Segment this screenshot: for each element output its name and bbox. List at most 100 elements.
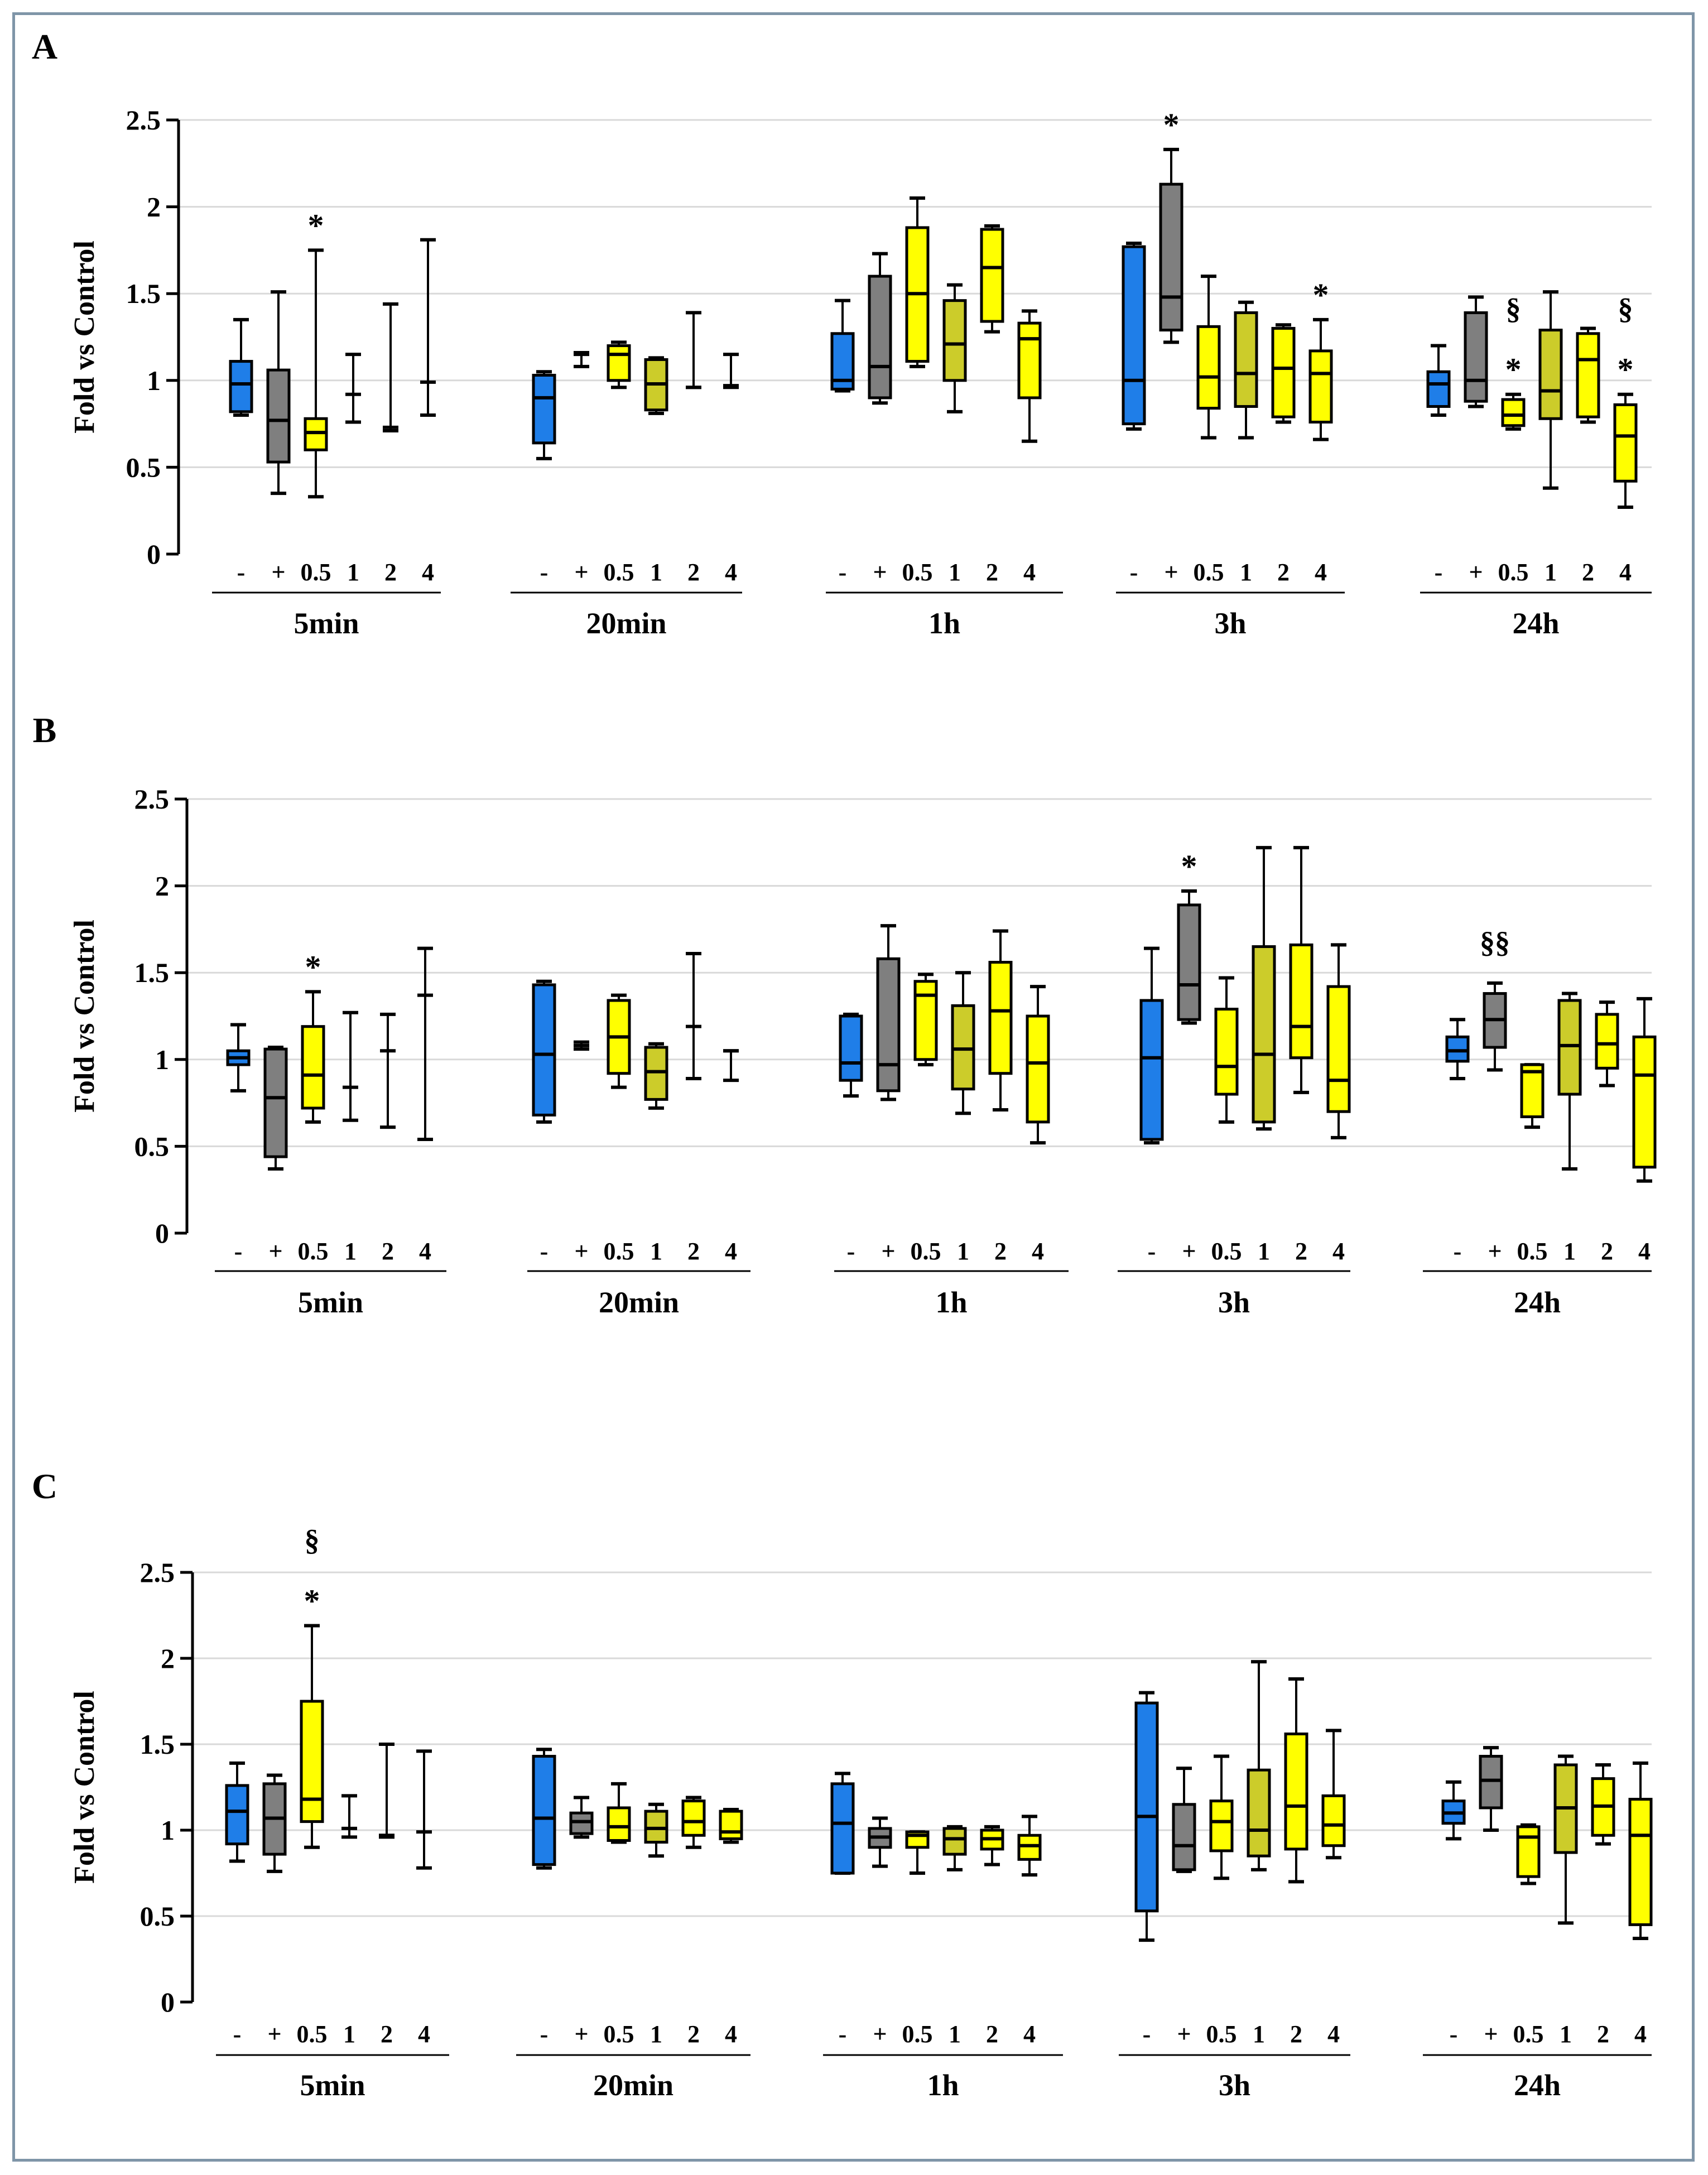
box-24h-- [1426,344,1451,417]
category-label: 4 [725,2020,737,2048]
significance-mark: * [1505,352,1522,388]
significance-mark: * [1163,107,1180,143]
box-1h-4 [1026,985,1050,1145]
box-20min-1 [644,1802,668,1858]
box-3h-0.5 [1209,1754,1234,1880]
category-label: 0.5 [1513,2020,1544,2048]
box-20min-4 [723,1049,739,1082]
category-label: + [873,559,887,586]
category-label: - [237,559,246,586]
box-iqr [1595,1013,1619,1070]
box-iqr [1139,999,1164,1141]
group-label: 5min [300,2068,365,2102]
category-label: - [233,2020,242,2048]
box-1h-+ [876,924,901,1101]
box-20min-- [532,1748,556,1870]
box-iqr [1632,1035,1657,1169]
category-label: 0.5 [604,2020,634,2048]
category-label: + [881,1238,895,1265]
significance-mark: § [305,1523,320,1557]
category-label: 1 [650,559,662,586]
category-label: 1 [1545,559,1557,586]
box-3h-0.5 [1214,976,1239,1124]
group-3h: - +0.5 1 2 4 3h [1119,1660,1350,2102]
category-label: 4 [1023,559,1036,586]
significance-mark: * [1181,848,1197,884]
box-3h-0.5 [1196,275,1221,440]
box-iqr [868,275,892,400]
group-label: 1h [927,2068,959,2102]
box-5min-+ [263,1046,288,1171]
category-label: - [839,559,847,586]
box-1h-0.5 [905,196,930,368]
y-tick-label: 2.5 [126,104,161,136]
box-iqr [1479,1755,1503,1810]
category-label: 0.5 [604,559,634,586]
y-tick-label: 0 [147,538,161,570]
category-label: + [873,2020,887,2048]
category-label: - [540,2020,549,2048]
box-iqr [681,1799,706,1837]
box-5min-+ [266,290,291,495]
panel-label: A [32,27,57,66]
box-iqr [1234,311,1258,408]
group-label: 3h [1214,607,1246,640]
group-1h: - +0.5 1 2 4 1h [826,196,1063,640]
box-iqr [1426,370,1451,408]
category-label: 2 [687,1238,700,1265]
box-iqr [876,957,901,1093]
box-20min-2 [686,311,701,389]
category-label: 2 [384,559,397,586]
panel-label: B [33,710,57,750]
box-20min-- [532,370,556,460]
category-label: 2 [687,559,700,586]
box-20min-4 [723,353,739,389]
box-20min-+ [574,351,589,368]
box-iqr [719,1810,743,1840]
box-3h-1 [1234,300,1258,440]
box-24h-1 [1538,290,1563,490]
box-iqr [1026,1014,1050,1124]
box-1h-2 [988,929,1013,1112]
box-3h-2 [1271,323,1296,424]
category-label: 0.5 [1211,1238,1242,1265]
box-5min-- [226,1023,251,1093]
box-24h-1 [1553,1754,1578,1925]
box-3h-2 [1284,1677,1308,1884]
significance-mark: * [1313,277,1329,313]
group-label: 20min [586,607,666,640]
category-label: + [1164,559,1178,586]
box-iqr [1501,398,1526,427]
group-24h: - +0.5 1 2 4 24h [1423,1746,1653,2102]
box-3h-+ [1172,1767,1196,1873]
category-label: 0.5 [911,1238,941,1265]
box-20min-+ [569,1796,594,1839]
box-24h-+ [1479,1746,1503,1832]
box-iqr [988,961,1013,1075]
box-3h-- [1122,241,1146,431]
box-iqr [980,228,1004,323]
box-iqr [830,1782,855,1875]
category-label: 0.5 [1517,1238,1548,1265]
box-24h-+: §§ [1480,926,1510,1072]
box-iqr [263,1047,288,1158]
category-label: 2 [1277,559,1290,586]
category-label: 4 [725,1238,737,1265]
group-5min: - + * 0.5 1 2 4 5min [212,207,441,640]
box-24h-4: §* [1613,292,1638,509]
box-5min-1 [345,353,361,424]
box-24h-2 [1576,326,1600,424]
box-20min-0.5 [607,1782,631,1844]
box-3h-2 [1289,846,1314,1094]
box-1h-1 [942,283,967,413]
category-label: + [574,559,588,586]
category-label: - [540,1238,549,1265]
box-20min-- [532,979,556,1124]
category-label: 0.5 [1206,2020,1237,2048]
category-label: 4 [419,1238,431,1265]
box-iqr [1284,1733,1308,1851]
box-24h-+ [1464,295,1488,408]
y-tick-label: 2 [161,1643,175,1674]
category-label: - [839,2020,847,2048]
